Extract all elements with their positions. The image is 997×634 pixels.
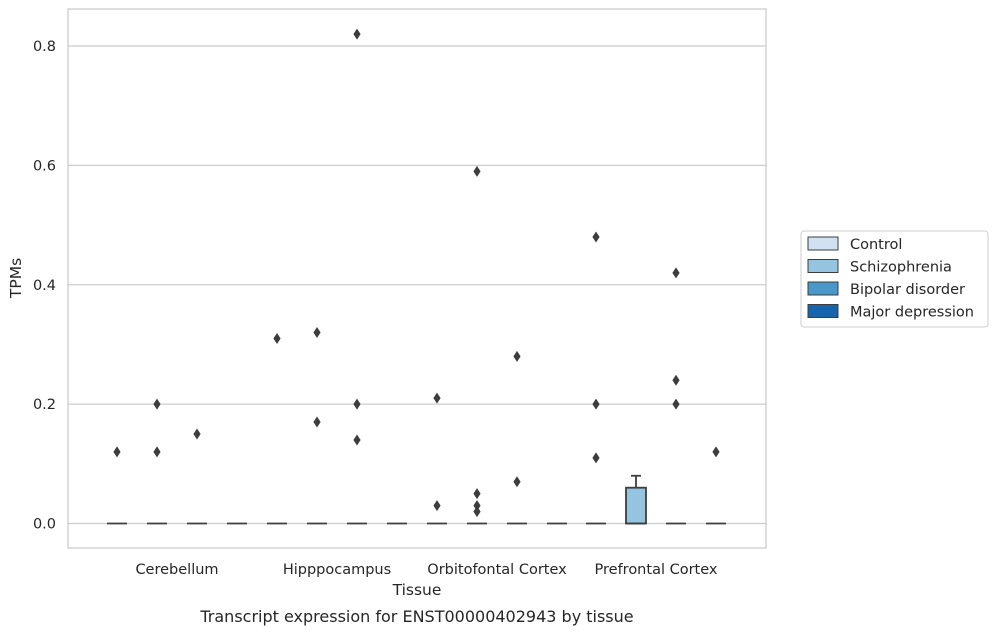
legend-frame: [800, 230, 989, 328]
outlier-point: [473, 488, 481, 500]
outlier-point: [353, 434, 361, 446]
legend-label: Control: [850, 237, 902, 253]
outlier-point: [473, 506, 481, 518]
legend-label: Bipolar disorder: [850, 282, 965, 298]
outlier-point: [473, 165, 481, 177]
legend-swatch: [807, 259, 839, 273]
outlier-point: [273, 332, 281, 344]
x-tick-label: Cerebellum: [135, 562, 218, 578]
x-tick-labels: Cerebellum Hipppocampus Orbitofontal Corte…: [135, 562, 717, 578]
outlier-point: [153, 446, 161, 458]
outlier-point: [712, 446, 720, 458]
outliers: [113, 28, 720, 518]
legend-items: Control Schizophrenia Bipolar disorder Majo…: [807, 236, 974, 321]
outlier-point: [193, 428, 201, 440]
legend-swatch: [807, 236, 839, 251]
outlier-point: [672, 267, 680, 279]
y-tick-label: 0.2: [33, 397, 56, 413]
legend-swatch: [807, 304, 839, 318]
outlier-point: [592, 231, 600, 243]
x-tick-label: Hipppocampus: [283, 562, 391, 578]
outlier-point: [313, 327, 321, 338]
outlier-point: [473, 500, 481, 512]
outlier-point: [513, 350, 521, 362]
outlier-point: [113, 446, 121, 458]
legend-label: Schizophrenia: [850, 260, 952, 276]
x-axis-label: Tissue: [392, 581, 442, 599]
y-tick-label: 0.8: [33, 39, 56, 55]
legend-label: Major depression: [850, 305, 974, 321]
legend-swatch: [807, 281, 839, 296]
box: [625, 486, 647, 525]
outlier-point: [672, 374, 680, 386]
y-tick-labels: 0.0 0.2 0.4 0.6 0.8: [33, 39, 56, 533]
plot-area-frame: [67, 8, 767, 549]
outlier-point: [513, 476, 521, 488]
outlier-point: [592, 398, 600, 410]
boxes: [107, 474, 726, 525]
chart-caption: Transcript expression for ENST0000040294…: [199, 607, 633, 626]
outlier-point: [153, 398, 161, 410]
outlier-point: [313, 416, 321, 428]
legend: Control Schizophrenia Bipolar disorder Majo…: [800, 230, 989, 328]
y-tick-label: 0.6: [33, 158, 56, 174]
y-tick-label: 0.0: [33, 517, 56, 533]
outlier-point: [433, 392, 441, 404]
y-axis-label: TPMs: [7, 258, 25, 299]
gridlines: [68, 45, 766, 525]
outlier-point: [353, 28, 361, 40]
y-tick-label: 0.4: [33, 278, 56, 294]
outlier-point: [592, 452, 600, 464]
box-group: [625, 474, 647, 525]
x-tick-label: Prefrontal Cortex: [595, 562, 718, 578]
outlier-point: [353, 398, 361, 410]
outlier-point: [433, 500, 441, 512]
outlier-point: [672, 398, 680, 410]
x-tick-label: Orbitofontal Cortex: [427, 562, 567, 578]
